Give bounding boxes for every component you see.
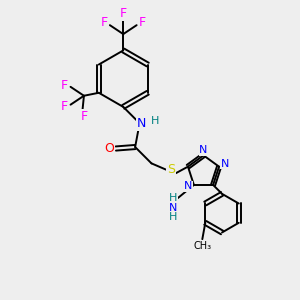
Text: H: H bbox=[151, 116, 159, 126]
Text: F: F bbox=[138, 16, 146, 29]
Text: N: N bbox=[199, 145, 208, 155]
Text: O: O bbox=[104, 142, 114, 155]
Text: CH₃: CH₃ bbox=[193, 241, 212, 251]
Text: F: F bbox=[61, 79, 68, 92]
Text: H: H bbox=[169, 212, 177, 222]
Text: F: F bbox=[101, 16, 108, 29]
Text: N: N bbox=[137, 117, 146, 130]
Text: H: H bbox=[169, 193, 177, 203]
Text: N: N bbox=[184, 182, 192, 191]
Text: F: F bbox=[80, 110, 88, 123]
Text: N: N bbox=[169, 203, 177, 213]
Text: F: F bbox=[61, 100, 68, 113]
Text: S: S bbox=[167, 163, 175, 176]
Text: N: N bbox=[221, 159, 229, 169]
Text: F: F bbox=[120, 8, 127, 20]
